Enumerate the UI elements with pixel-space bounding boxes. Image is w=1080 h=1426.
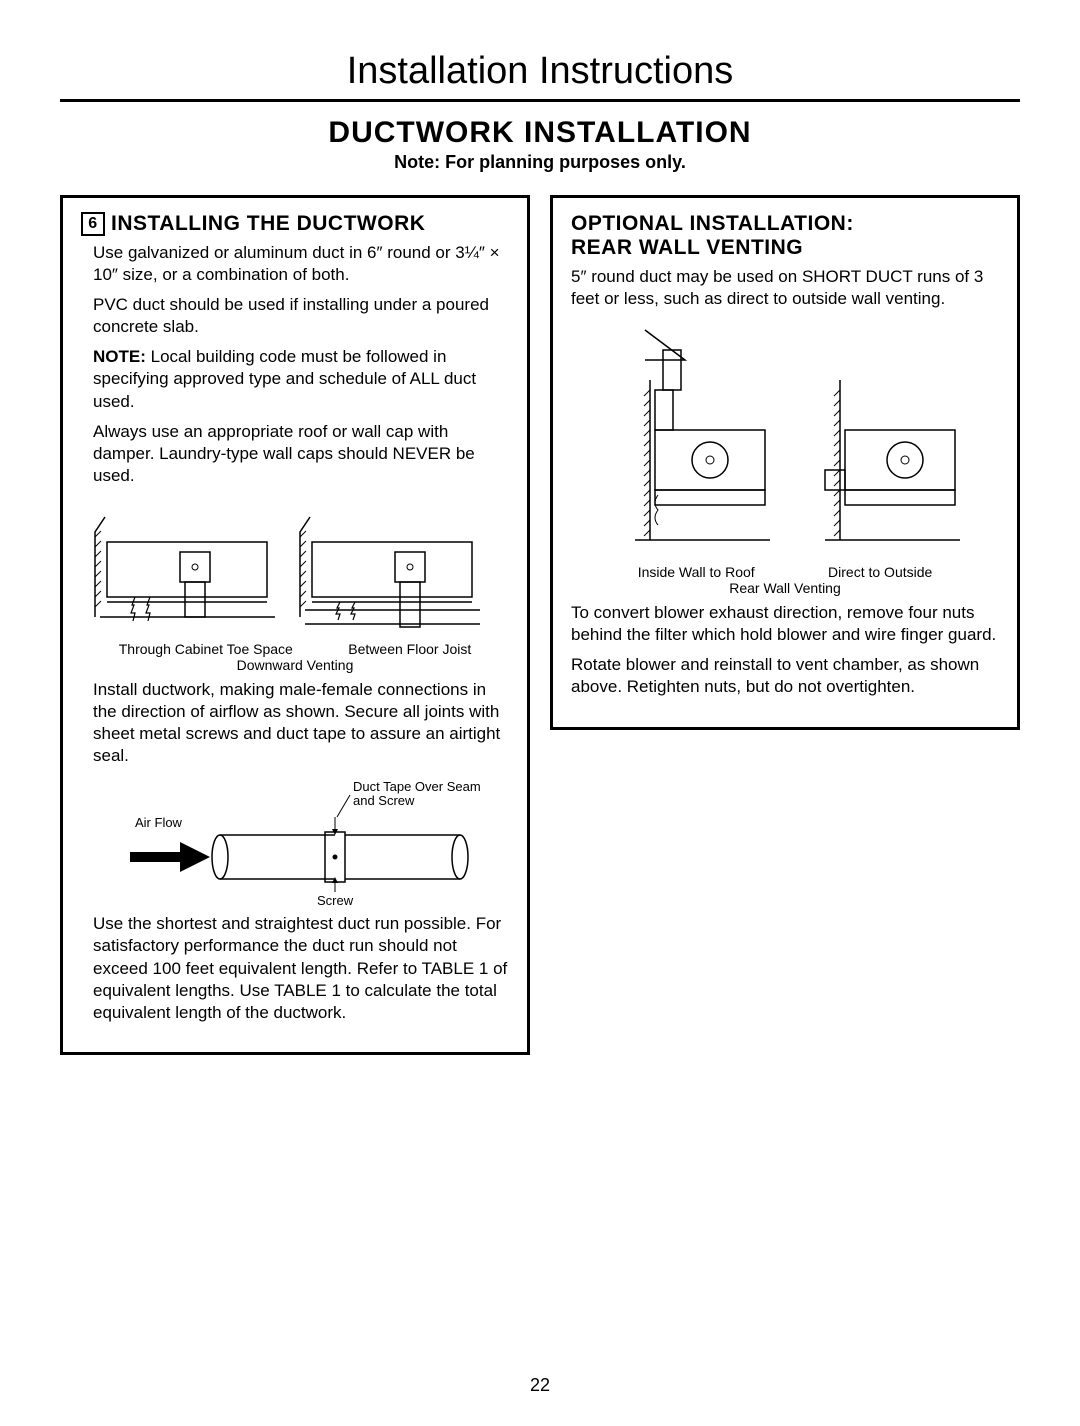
figure-rear-wall-venting: Inside Wall to Roof Direct to Outside Re…	[571, 320, 999, 596]
section-note: Note: For planning purposes only.	[60, 152, 1020, 173]
left-heading-text: INSTALLING THE DUCTWORK	[111, 212, 425, 236]
left-p5: Install ductwork, making male-female con…	[93, 679, 509, 767]
left-p1: Use galvanized or aluminum duct in 6″ ro…	[93, 242, 509, 286]
airflow-label: Air Flow	[135, 815, 183, 830]
right-heading-line1: OPTIONAL INSTALLATION:	[571, 212, 999, 236]
rear-wall-diagram	[585, 320, 985, 560]
page-title: Installation Instructions	[60, 50, 1020, 102]
fig-right-caption-left: Inside Wall to Roof	[638, 564, 755, 580]
left-p6: Use the shortest and straightest duct ru…	[93, 913, 509, 1023]
figure-airflow: Air Flow Duct Tape Over Seam and Screw S…	[81, 777, 509, 907]
svg-text:Screw: Screw	[317, 893, 354, 907]
right-column: OPTIONAL INSTALLATION: REAR WALL VENTING…	[550, 195, 1020, 730]
fig-right-caption-right: Direct to Outside	[828, 564, 932, 580]
left-p2: PVC duct should be used if installing un…	[93, 294, 509, 338]
left-p4: Always use an appropriate roof or wall c…	[93, 421, 509, 487]
downward-venting-diagram	[85, 497, 505, 637]
svg-text:and Screw: and Screw	[353, 793, 415, 808]
section-title: DUCTWORK INSTALLATION	[60, 116, 1020, 150]
right-heading: OPTIONAL INSTALLATION: REAR WALL VENTING	[571, 212, 999, 260]
right-heading-line2: REAR WALL VENTING	[571, 236, 999, 260]
fig-right-caption-sub: Rear Wall Venting	[571, 580, 999, 596]
airflow-diagram: Air Flow Duct Tape Over Seam and Screw S…	[105, 777, 485, 907]
fig1-caption-right: Between Floor Joist	[348, 641, 471, 657]
left-p3-text: Local building code must be followed in …	[93, 347, 476, 410]
content-columns: 6 INSTALLING THE DUCTWORK Use galvanized…	[60, 195, 1020, 1055]
note-label: NOTE:	[93, 347, 146, 366]
page-number: 22	[60, 1375, 1020, 1396]
left-heading: 6 INSTALLING THE DUCTWORK	[81, 212, 509, 236]
svg-text:Duct Tape Over Seam: Duct Tape Over Seam	[353, 779, 481, 794]
fig1-caption-left: Through Cabinet Toe Space	[119, 641, 293, 657]
right-p1: 5″ round duct may be used on SHORT DUCT …	[571, 266, 999, 310]
right-p2: To convert blower exhaust direction, rem…	[571, 602, 999, 646]
left-column: 6 INSTALLING THE DUCTWORK Use galvanized…	[60, 195, 530, 1055]
figure-downward-venting: Through Cabinet Toe Space Between Floor …	[81, 497, 509, 673]
right-p3: Rotate blower and reinstall to vent cham…	[571, 654, 999, 698]
left-p3: NOTE: Local building code must be follow…	[93, 346, 509, 412]
fig1-caption-sub: Downward Venting	[81, 657, 509, 673]
step-number-box: 6	[81, 212, 105, 236]
